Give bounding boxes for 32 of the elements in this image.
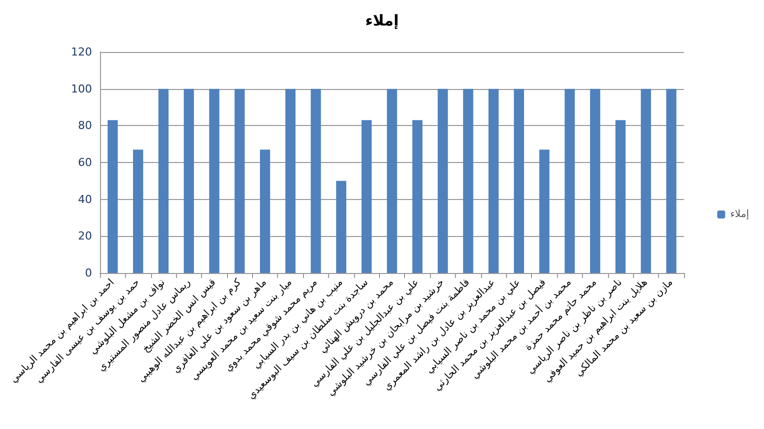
bar [133,150,144,273]
bar [158,88,169,273]
bar [564,88,575,273]
legend-label: إملاء [730,209,750,220]
bar [412,120,422,273]
bar [488,88,499,273]
bar [310,88,321,273]
y-tick-label: 60 [78,156,92,169]
y-tick-label: 120 [71,46,92,58]
bar [640,88,651,273]
y-tick-label: 0 [85,266,92,280]
y-tick-label: 80 [78,119,92,132]
bar [184,88,194,273]
bar [108,120,118,273]
bar [539,150,550,273]
bar [386,88,398,273]
bar [590,88,600,273]
bar [260,150,270,273]
y-tick-label: 40 [78,192,92,206]
bar [463,88,474,273]
bar [209,88,220,273]
bar [362,120,372,273]
bar [336,180,346,273]
bar [666,88,676,273]
chart-title: إملاء [365,12,399,30]
bar [615,120,626,273]
y-tick-label: 100 [71,82,92,96]
bar [285,88,296,273]
bar [234,88,245,273]
bar [438,88,448,273]
y-tick-label: 20 [78,230,92,243]
bar [514,88,524,273]
